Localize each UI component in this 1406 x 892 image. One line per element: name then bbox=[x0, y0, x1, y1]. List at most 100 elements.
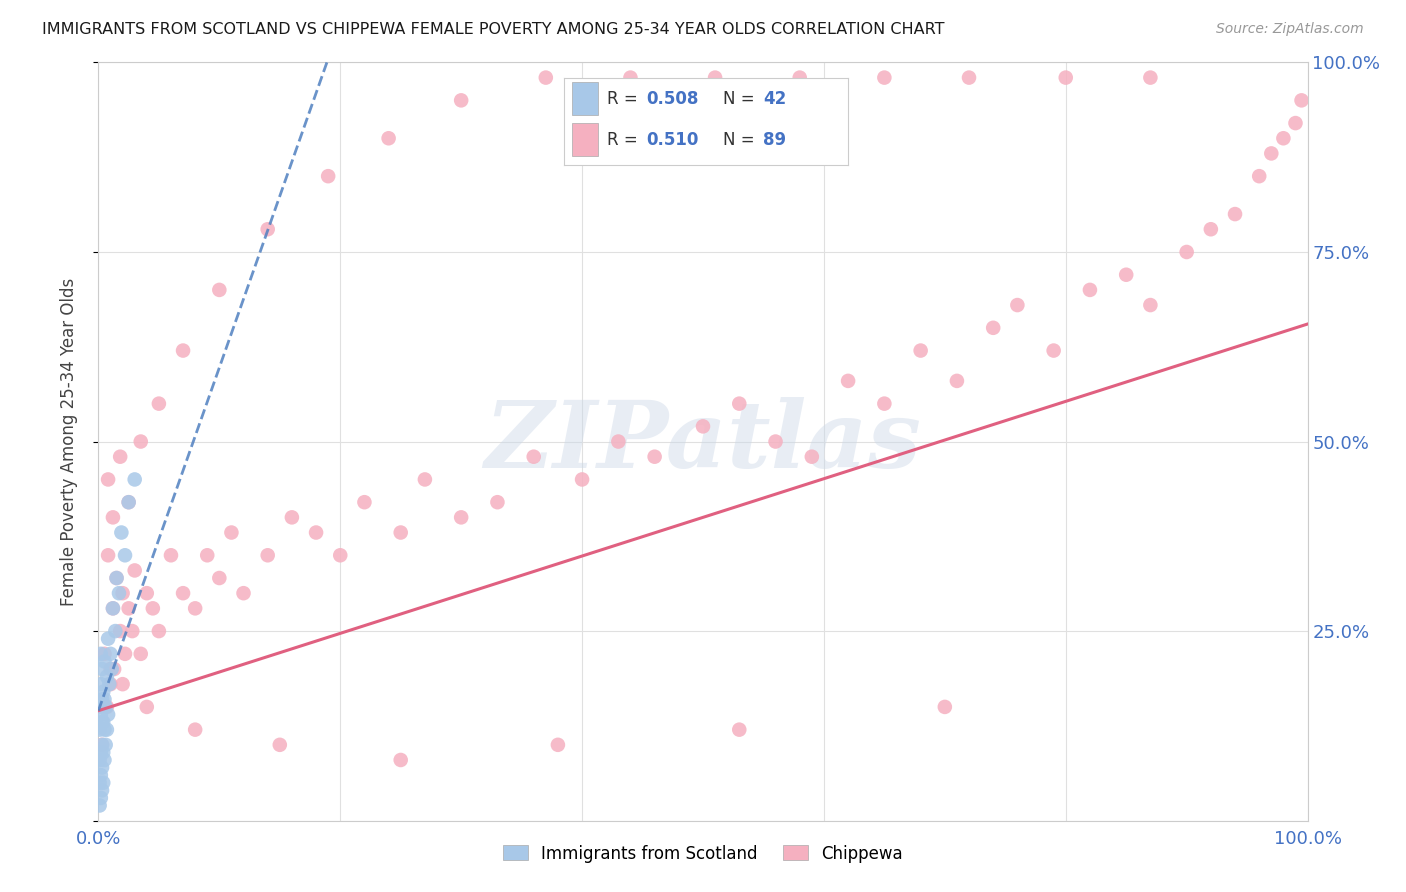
Point bbox=[103, 662, 125, 676]
Point bbox=[765, 434, 787, 449]
Point bbox=[118, 495, 141, 509]
Point bbox=[256, 222, 278, 236]
Point bbox=[91, 738, 114, 752]
Point bbox=[1042, 343, 1064, 358]
Point bbox=[135, 699, 157, 714]
Point bbox=[142, 601, 165, 615]
Point bbox=[644, 450, 666, 464]
Point bbox=[413, 473, 436, 487]
Point bbox=[547, 738, 569, 752]
Point bbox=[195, 548, 218, 563]
Point bbox=[93, 655, 115, 669]
Point bbox=[94, 699, 117, 714]
Point bbox=[105, 571, 128, 585]
Point bbox=[1249, 169, 1271, 184]
Point bbox=[160, 548, 183, 563]
Point bbox=[800, 450, 823, 464]
Point bbox=[118, 601, 141, 615]
Point bbox=[316, 169, 339, 184]
Point bbox=[1291, 94, 1313, 108]
Point bbox=[97, 632, 120, 646]
Point bbox=[101, 510, 124, 524]
Point bbox=[93, 647, 115, 661]
Point bbox=[110, 525, 132, 540]
Point bbox=[89, 699, 111, 714]
Point bbox=[305, 525, 328, 540]
Point bbox=[353, 495, 375, 509]
Point bbox=[89, 776, 111, 790]
Point bbox=[90, 707, 112, 722]
Point bbox=[90, 746, 112, 760]
Point bbox=[534, 70, 557, 85]
Point bbox=[108, 624, 131, 639]
Point bbox=[91, 746, 114, 760]
Point bbox=[94, 738, 117, 752]
Point bbox=[97, 473, 120, 487]
Point bbox=[981, 320, 1004, 334]
Point bbox=[1139, 298, 1161, 312]
Point bbox=[97, 548, 120, 563]
Point bbox=[377, 131, 399, 145]
Point bbox=[789, 70, 811, 85]
Point bbox=[89, 723, 111, 737]
Point bbox=[97, 707, 120, 722]
Point bbox=[129, 434, 152, 449]
Point bbox=[1284, 116, 1306, 130]
Point bbox=[184, 723, 207, 737]
Point bbox=[135, 586, 157, 600]
Point bbox=[91, 715, 114, 730]
Text: ZIPatlas: ZIPatlas bbox=[485, 397, 921, 486]
Point bbox=[101, 601, 124, 615]
Text: Source: ZipAtlas.com: Source: ZipAtlas.com bbox=[1216, 22, 1364, 37]
Point bbox=[108, 586, 131, 600]
Point bbox=[98, 677, 121, 691]
Point bbox=[90, 768, 112, 782]
Point bbox=[269, 738, 291, 752]
Point bbox=[93, 723, 115, 737]
Point bbox=[91, 685, 114, 699]
Point bbox=[1115, 268, 1137, 282]
Point bbox=[89, 798, 111, 813]
Point bbox=[104, 624, 127, 639]
Point bbox=[101, 601, 124, 615]
Point bbox=[118, 495, 141, 509]
Point bbox=[108, 450, 131, 464]
Point bbox=[256, 548, 278, 563]
Point bbox=[486, 495, 509, 509]
Point bbox=[728, 723, 751, 737]
Point bbox=[619, 70, 641, 85]
Text: IMMIGRANTS FROM SCOTLAND VS CHIPPEWA FEMALE POVERTY AMONG 25-34 YEAR OLDS CORREL: IMMIGRANTS FROM SCOTLAND VS CHIPPEWA FEM… bbox=[42, 22, 945, 37]
Point bbox=[96, 669, 118, 683]
Point bbox=[124, 473, 146, 487]
Point bbox=[93, 692, 115, 706]
Point bbox=[91, 715, 114, 730]
Point bbox=[221, 525, 243, 540]
Point bbox=[692, 419, 714, 434]
Point bbox=[1139, 70, 1161, 85]
Point bbox=[329, 548, 352, 563]
Point bbox=[389, 525, 412, 540]
Point bbox=[934, 699, 956, 714]
Point bbox=[96, 699, 118, 714]
Point bbox=[1078, 283, 1101, 297]
Point bbox=[208, 283, 231, 297]
Point bbox=[450, 510, 472, 524]
Point bbox=[910, 343, 932, 358]
Point bbox=[184, 601, 207, 615]
Point bbox=[208, 571, 231, 585]
Point bbox=[873, 70, 896, 85]
Point bbox=[100, 677, 122, 691]
Point bbox=[1175, 244, 1198, 259]
Point bbox=[607, 434, 630, 449]
Point bbox=[1054, 70, 1077, 85]
Point bbox=[93, 753, 115, 767]
Point bbox=[90, 791, 112, 805]
Point bbox=[1199, 222, 1222, 236]
Point bbox=[100, 662, 122, 676]
Point bbox=[91, 662, 114, 676]
Point bbox=[96, 723, 118, 737]
Point bbox=[837, 374, 859, 388]
Point bbox=[523, 450, 546, 464]
Point bbox=[148, 624, 170, 639]
Point bbox=[90, 677, 112, 691]
